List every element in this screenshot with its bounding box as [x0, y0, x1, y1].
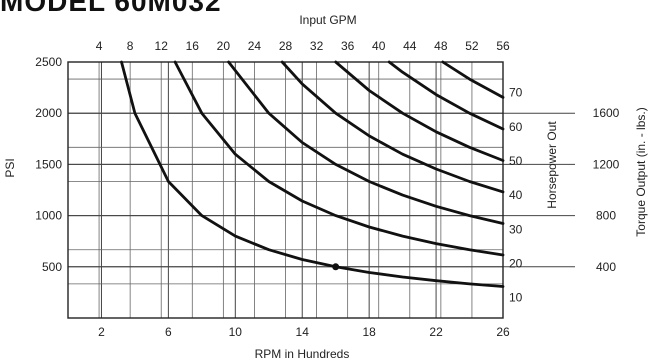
x-top-tick-label: 16: [186, 39, 200, 53]
x-top-tick-label: 8: [127, 39, 134, 53]
x-tick-label: 10: [229, 325, 243, 339]
series-line-1: [120, 60, 505, 288]
x-axis-title: RPM in Hundreds: [255, 347, 350, 361]
y-tick-label: 2000: [35, 106, 62, 120]
x-top-axis-title: Input GPM: [299, 13, 356, 27]
series-group: [120, 60, 505, 288]
x-tick-label: 14: [296, 325, 310, 339]
x-tick-label: 18: [362, 325, 376, 339]
y-tick-label: 2500: [35, 55, 62, 69]
torque-tick-label: 1600: [593, 106, 620, 120]
series-line-6: [387, 60, 505, 131]
hp-axis-title: Horsepower Out: [545, 121, 559, 209]
y-axis-title: PSI: [3, 158, 17, 177]
model-title: MODEL 60M032: [0, 0, 222, 17]
grid: [68, 61, 575, 318]
x-top-tick-label: 44: [403, 39, 417, 53]
hp-tick-label: 70: [509, 86, 523, 100]
x-tick-label: 26: [496, 325, 510, 339]
x-top-tick-label: 24: [248, 39, 262, 53]
x-top-tick-label: 56: [496, 39, 510, 53]
plot-frame: [67, 61, 504, 319]
series-line-2: [173, 60, 505, 257]
series-line-7: [441, 60, 505, 99]
y-tick-label: 500: [42, 260, 62, 274]
x-top-tick-label: 32: [310, 39, 324, 53]
series-line-4: [280, 60, 505, 194]
x-tick-label: 6: [165, 325, 172, 339]
series-line-3: [227, 60, 505, 225]
torque-axis-title: Torque Output (in. - lbs.): [634, 107, 648, 236]
data-point-marker: [332, 263, 340, 271]
hp-tick-label: 10: [509, 291, 523, 305]
hp-tick-label: 60: [509, 120, 523, 134]
hp-tick-label: 30: [509, 222, 523, 236]
torque-tick-label: 1200: [593, 157, 620, 171]
hp-tick-label: 20: [509, 256, 523, 270]
series-line-5: [334, 60, 505, 162]
hp-tick-label: 50: [509, 154, 523, 168]
x-top-tick-label: 52: [465, 39, 479, 53]
x-top-tick-label: 36: [341, 39, 355, 53]
y-tick-label: 1000: [35, 209, 62, 223]
x-top-tick-label: 28: [279, 39, 293, 53]
hp-tick-label: 40: [509, 188, 523, 202]
x-tick-label: 22: [429, 325, 443, 339]
x-top-tick-label: 20: [217, 39, 231, 53]
x-top-tick-label: 4: [96, 39, 103, 53]
x-top-tick-label: 12: [155, 39, 169, 53]
y-tick-label: 1500: [35, 157, 62, 171]
tick-labels: 2 6 10 14 18 22 264 8 12 16 20 24 28 32 36 40 44 48 52 5650…: [35, 39, 619, 339]
torque-tick-label: 800: [596, 209, 616, 223]
x-top-tick-label: 48: [434, 39, 448, 53]
x-tick-label: 2: [98, 325, 105, 339]
x-top-tick-label: 40: [372, 39, 386, 53]
marker-group: [332, 263, 340, 271]
torque-tick-label: 400: [596, 260, 616, 274]
